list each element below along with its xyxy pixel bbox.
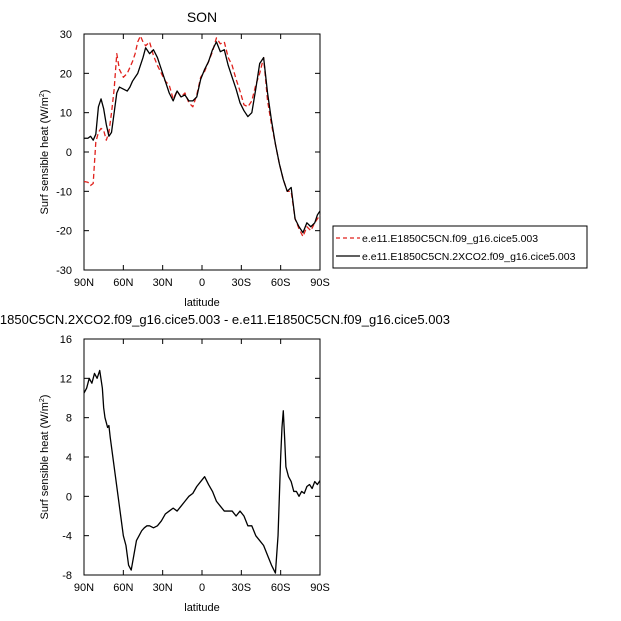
top-x-tick-label: 30S xyxy=(232,277,252,289)
bottom-y-tick-label: 4 xyxy=(66,452,72,464)
top-x-tick-label: 30N xyxy=(153,277,173,289)
top-y-tick-label: -30 xyxy=(56,265,72,277)
bottom-y-tick-label: -8 xyxy=(62,570,72,582)
top-chart-title: SON xyxy=(187,9,217,25)
bottom-x-tick-label: 60S xyxy=(271,582,291,594)
bottom-panel: e.e11.E1850C5CN.2XCO2.f09_g16.cice5.003 … xyxy=(0,312,450,614)
top-x-tick-label: 60N xyxy=(113,277,133,289)
top-x-axis-label: latitude xyxy=(184,297,219,309)
top-y-tick-label: -10 xyxy=(56,186,72,198)
top-series xyxy=(83,35,321,238)
top-x-ticks: 90N 60N 30N 0 30S 60S 90S xyxy=(74,34,330,289)
legend: e.e11.E1850C5CN.f09_g16.cice5.003 e.e11.… xyxy=(332,225,588,269)
top-y-tick-label: 20 xyxy=(60,68,72,80)
top-y-tick-label: -20 xyxy=(56,226,72,238)
top-x-tick-label: 90S xyxy=(310,277,330,289)
top-y-ticks: -30 -20 -10 0 10 20 30 xyxy=(56,29,320,277)
bottom-x-tick-label: 30S xyxy=(232,582,252,594)
bottom-y-tick-label: -4 xyxy=(62,531,72,543)
bottom-plot-frame xyxy=(83,338,321,576)
legend-label-control: e.e11.E1850C5CN.f09_g16.cice5.003 xyxy=(362,233,538,245)
legend-box xyxy=(332,225,588,269)
bottom-y-ticks: -8 -4 0 4 8 12 16 xyxy=(60,334,320,582)
bottom-y-axis-label-text: Surf sensible heat (W/m xyxy=(39,402,51,519)
bottom-y-tick-label: 16 xyxy=(60,334,72,346)
bottom-x-tick-label: 90S xyxy=(310,582,330,594)
bottom-y-axis-label: Surf sensible heat (W/m2) xyxy=(39,395,51,520)
bottom-y-tick-label: 12 xyxy=(60,373,72,385)
bottom-x-ticks: 90N 60N 30N 0 30S 60S 90S xyxy=(74,339,330,594)
bottom-y-tick-label: 0 xyxy=(66,491,72,503)
top-series-line-0 xyxy=(83,35,321,238)
legend-label-2xco2: e.e11.E1850C5CN.2XCO2.f09_g16.cice5.003 xyxy=(362,251,576,263)
top-y-axis-label-close: ) xyxy=(39,90,51,94)
bottom-x-tick-label: 90N xyxy=(74,582,94,594)
bottom-y-axis-label-superscript: 2 xyxy=(39,398,46,402)
top-series-line-1 xyxy=(84,41,321,234)
top-panel: SON 90N 60N 30N 0 30S 60S 90S -30 -20 -10 0 10 20 30… xyxy=(39,9,330,309)
top-x-tick-label: 0 xyxy=(199,277,205,289)
bottom-series xyxy=(83,369,321,574)
bottom-x-tick-label: 0 xyxy=(199,582,205,594)
bottom-y-axis-label-close: ) xyxy=(39,395,51,399)
bottom-x-tick-label: 30N xyxy=(153,582,173,594)
top-y-axis-label-text: Surf sensible heat (W/m xyxy=(39,97,51,214)
bottom-y-tick-label: 8 xyxy=(66,413,72,425)
top-x-tick-label: 90N xyxy=(74,277,94,289)
bottom-series-line-0 xyxy=(83,369,321,574)
top-x-tick-label: 60S xyxy=(271,277,291,289)
top-y-tick-label: 10 xyxy=(60,108,72,120)
top-y-axis-label: Surf sensible heat (W/m2) xyxy=(39,90,51,215)
bottom-x-axis-label: latitude xyxy=(184,602,219,614)
top-y-tick-label: 0 xyxy=(66,147,72,159)
bottom-chart-title: e.e11.E1850C5CN.2XCO2.f09_g16.cice5.003 … xyxy=(0,312,450,327)
top-y-axis-label-superscript: 2 xyxy=(39,93,46,97)
top-y-tick-label: 30 xyxy=(60,29,72,41)
bottom-x-tick-label: 60N xyxy=(113,582,133,594)
